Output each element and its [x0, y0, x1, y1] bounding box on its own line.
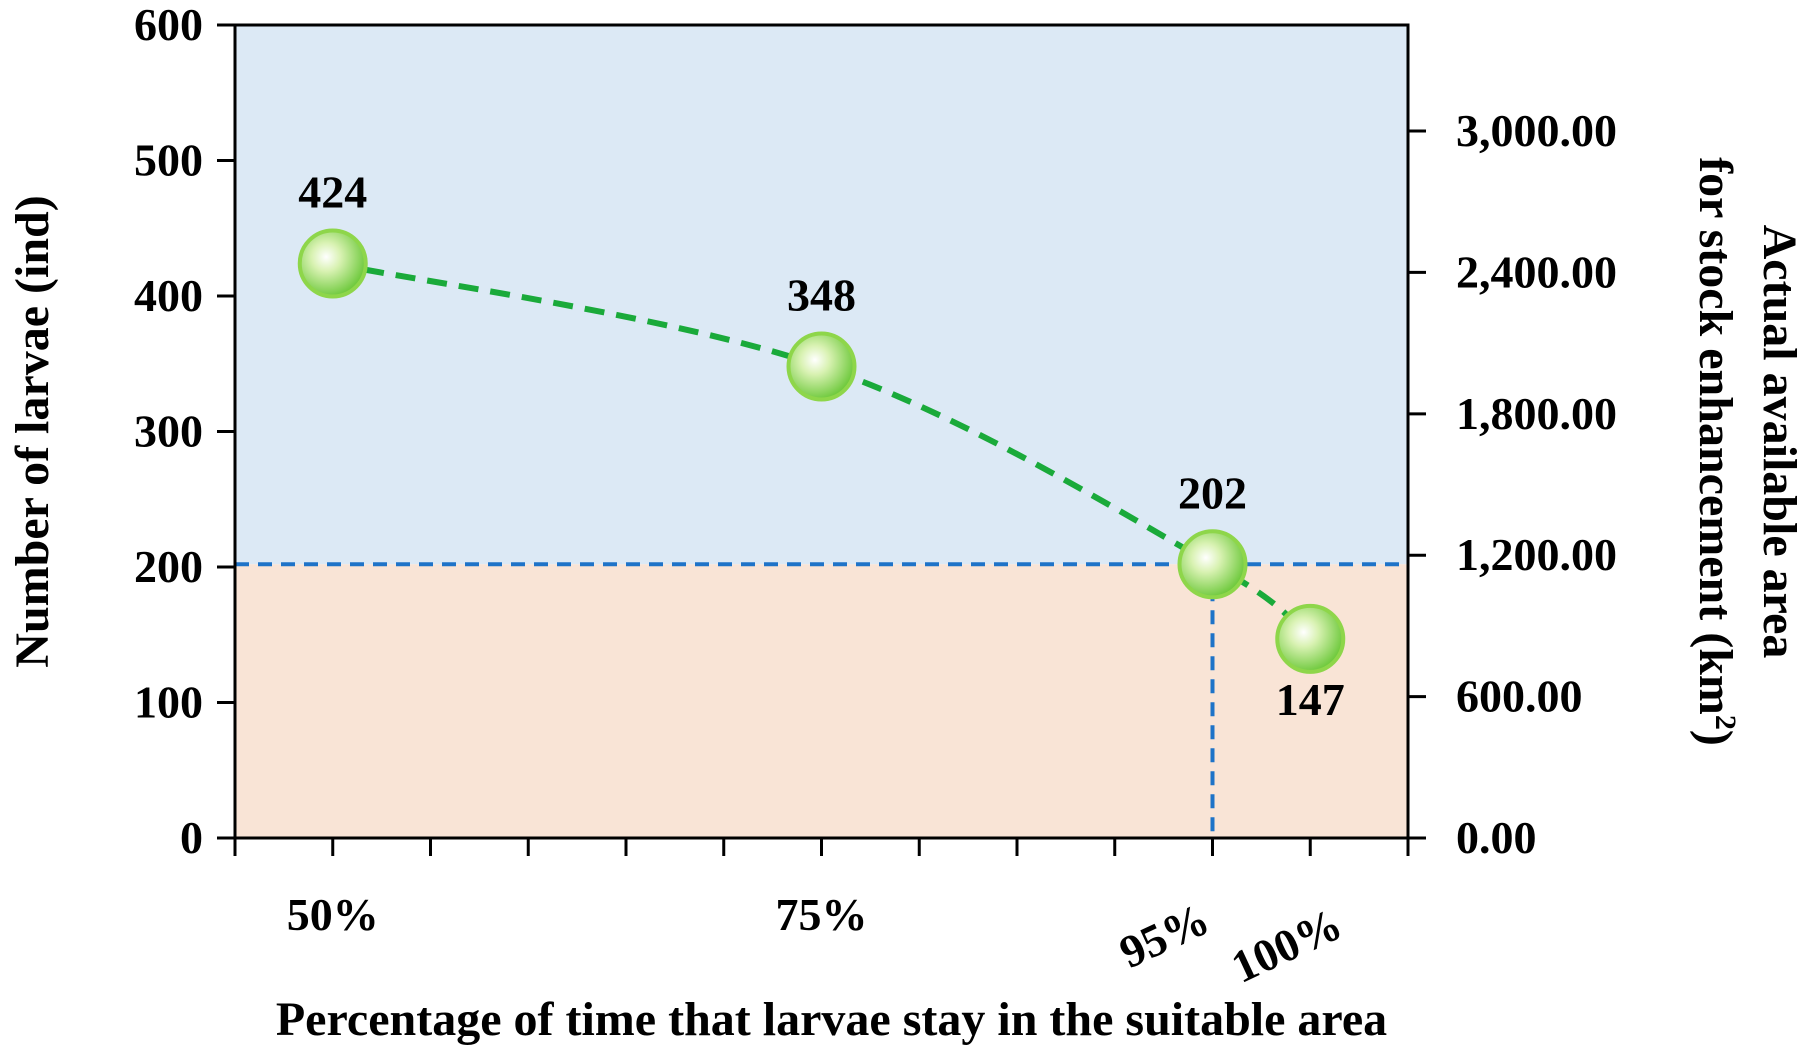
y2-tick-label: 2,400.00 [1456, 246, 1617, 297]
data-point [1177, 529, 1248, 600]
data-point [297, 228, 368, 299]
y-tick-label: 200 [134, 541, 203, 592]
y-tick-label: 300 [134, 406, 203, 457]
y2-axis-title-text: for stock enhancement (km [1689, 157, 1742, 715]
y2-tick-label: 600.00 [1456, 671, 1583, 722]
x-tick-label: 50% [287, 889, 379, 940]
x-tick-label: 95% [1112, 893, 1217, 978]
y-axis-title: Number of larvae (ind) [6, 195, 59, 667]
y-tick-label: 600 [134, 0, 203, 50]
data-label: 424 [298, 166, 367, 217]
data-point [1275, 603, 1346, 674]
region-below-threshold [235, 564, 1408, 838]
y-tick-label: 400 [134, 270, 203, 321]
x-axis-title: Percentage of time that larvae stay in t… [276, 993, 1387, 1046]
y2-axis-title-line1: Actual available area [1753, 225, 1806, 659]
y2-axis-title-superscript: 2 [1710, 715, 1743, 730]
y-tick-label: 0 [180, 812, 203, 863]
data-label: 147 [1276, 674, 1345, 725]
y-tick-label: 500 [134, 135, 203, 186]
series-line [332, 260, 1313, 642]
data-label: 202 [1178, 467, 1247, 518]
y-tick-label: 100 [134, 677, 203, 728]
x-tick-label: 100% [1224, 898, 1350, 993]
data-label: 348 [787, 269, 856, 320]
y2-tick-label: 3,000.00 [1456, 105, 1617, 156]
region-above-threshold [235, 25, 1408, 565]
y2-axis-title-line2: for stock enhancement (km2) [1689, 157, 1743, 746]
y2-tick-label: 1,200.00 [1456, 529, 1617, 580]
y2-axis-title-suffix: ) [1689, 730, 1742, 746]
y2-tick-label: 1,800.00 [1456, 388, 1617, 439]
data-point [786, 331, 857, 402]
x-tick-label: 75% [776, 889, 868, 940]
y2-tick-label: 0.00 [1456, 812, 1537, 863]
